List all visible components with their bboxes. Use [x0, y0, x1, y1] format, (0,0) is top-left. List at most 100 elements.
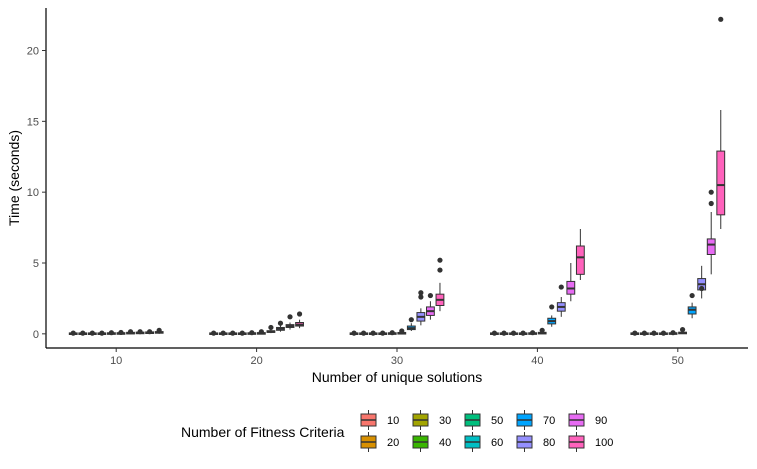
outlier-point	[351, 330, 357, 336]
outlier-point	[360, 330, 367, 336]
y-tick-label: 10	[27, 187, 39, 199]
box-90-at-10	[145, 329, 155, 335]
outlier-point	[156, 327, 162, 333]
legend-item-label: 100	[595, 437, 613, 449]
outlier-point	[249, 330, 255, 336]
outlier-point	[230, 330, 236, 336]
outlier-point	[708, 200, 714, 207]
box-90-at-40	[566, 263, 576, 302]
box-50-at-30	[387, 330, 397, 336]
legend-item-30: 30	[412, 410, 451, 430]
box-80-at-20	[276, 320, 285, 332]
legend-item-label: 20	[387, 437, 399, 449]
x-tick-label: 30	[391, 355, 403, 367]
outlier-point	[137, 329, 143, 335]
outlier-point	[632, 330, 638, 336]
box-10-at-20	[209, 330, 219, 336]
outlier-point	[296, 311, 303, 317]
box-60-at-30	[397, 328, 407, 335]
outlier-point	[418, 290, 424, 296]
outlier-point	[418, 294, 424, 300]
axes: 0 5 10 15 20 10 20 30 40 50	[27, 8, 748, 367]
box-100-at-40	[575, 229, 585, 280]
legend-item-20: 20	[360, 432, 399, 452]
box-30-at-10	[87, 330, 97, 336]
outlier-point	[147, 329, 153, 335]
box-20-at-20	[218, 330, 228, 336]
outlier-point	[641, 330, 647, 336]
box-100-at-30	[435, 257, 445, 312]
legend-item-40: 40	[412, 432, 451, 452]
box-40-at-10	[97, 330, 107, 336]
box-40-at-20	[237, 330, 247, 336]
outlier-point	[708, 189, 714, 195]
outlier-point	[127, 329, 134, 335]
box-60-at-10	[116, 329, 126, 336]
outlier-point	[558, 284, 564, 290]
box-40-at-30	[378, 330, 388, 336]
legend-title: Number of Fitness Criteria	[181, 424, 345, 440]
y-axis-title: Time (seconds)	[6, 130, 22, 226]
outlier-point	[118, 329, 124, 336]
box-40-at-50	[659, 330, 668, 336]
box-10-at-50	[630, 330, 640, 336]
outlier-point	[108, 330, 115, 336]
legend-item-70: 70	[516, 410, 555, 430]
legend-item-label: 40	[439, 437, 451, 449]
outlier-point	[689, 292, 695, 299]
box-50-at-10	[107, 330, 116, 336]
outlier-point	[651, 330, 657, 336]
outlier-point	[80, 330, 86, 336]
outlier-point	[670, 330, 676, 336]
legend-item-10: 10	[360, 410, 399, 430]
outlier-point	[491, 330, 498, 336]
y-tick-label: 0	[33, 329, 39, 341]
box-10-at-10	[68, 330, 78, 336]
legend-item-label: 60	[491, 437, 503, 449]
outlier-point	[220, 330, 226, 336]
outlier-point	[89, 330, 95, 336]
outlier-point	[718, 16, 724, 22]
outlier-point	[268, 324, 274, 331]
box-20-at-40	[499, 330, 509, 336]
outlier-point	[510, 330, 517, 336]
box-60-at-20	[256, 329, 266, 335]
legend-item-label: 10	[387, 415, 399, 427]
box-body	[575, 245, 585, 275]
outlier-point	[408, 317, 414, 323]
legend-item-label: 30	[439, 415, 451, 427]
legend-item-100: 100	[568, 432, 613, 452]
box-20-at-30	[359, 330, 368, 336]
box-30-at-50	[649, 330, 659, 336]
box-30-at-40	[509, 330, 518, 336]
outlier-point	[70, 330, 76, 336]
box-20-at-10	[78, 330, 88, 336]
box-70-at-40	[547, 304, 557, 327]
outlier-point	[380, 330, 386, 336]
outlier-point	[399, 328, 405, 334]
box-80-at-50	[697, 265, 707, 299]
outlier-point	[258, 329, 264, 335]
outlier-point	[539, 327, 545, 333]
outlier-point	[501, 330, 507, 336]
box-100-at-20	[295, 311, 304, 329]
x-tick-label: 40	[531, 355, 543, 367]
legend-item-90: 90	[568, 410, 607, 430]
box-20-at-50	[639, 330, 649, 336]
outlier-point	[211, 330, 217, 336]
box-10-at-40	[490, 330, 499, 336]
y-tick-label: 15	[27, 116, 39, 128]
legend: Number of Fitness Criteria 10 20 30 40 50 60 7…	[181, 410, 613, 452]
outlier-point	[287, 314, 293, 320]
box-100-at-10	[154, 327, 164, 334]
outlier-point	[437, 257, 443, 263]
box-40-at-40	[518, 330, 528, 336]
box-80-at-40	[556, 284, 566, 317]
legend-item-80: 80	[516, 432, 555, 452]
box-70-at-10	[126, 329, 135, 335]
x-tick-label: 50	[672, 355, 684, 367]
box-90-at-50	[706, 189, 716, 275]
legend-item-60: 60	[464, 432, 503, 452]
outlier-point	[389, 330, 395, 336]
